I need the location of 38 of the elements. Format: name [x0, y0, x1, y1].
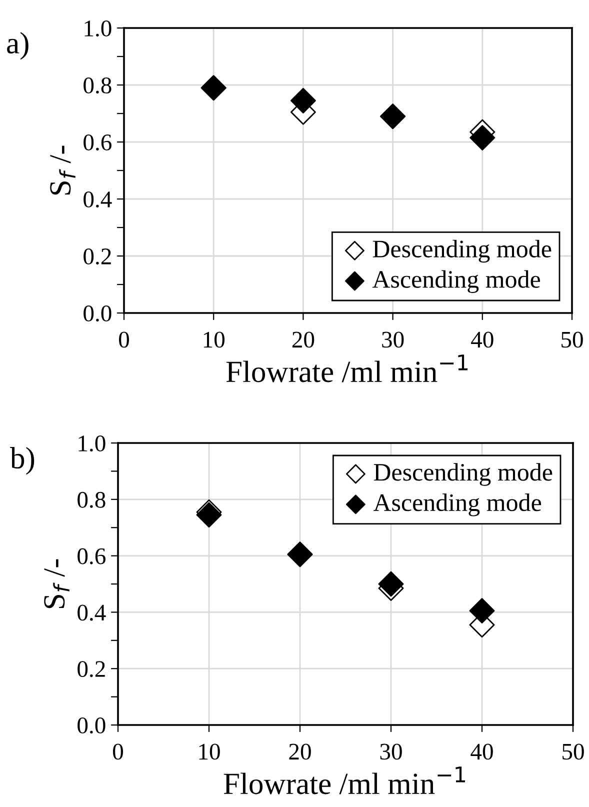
x-tick-label: 40 — [471, 332, 494, 348]
y-tick-label: 0.6 — [84, 134, 112, 151]
y-tick-label: 0.4 — [78, 604, 106, 621]
chart-title: b) — [10, 447, 34, 475]
y-axis-title: S$_{f}$ /- — [50, 146, 76, 195]
y-tick-label: 1.0 — [84, 20, 112, 37]
x-tick-label: 30 — [382, 332, 404, 348]
y-tick-label: 0.0 — [78, 717, 106, 734]
x-tick-label: 10 — [199, 744, 220, 760]
legend-label: Ascending mode — [372, 270, 540, 293]
x-tick-label: 40 — [470, 744, 493, 760]
y-tick-label: 0.0 — [84, 305, 112, 322]
y-tick-label: 0.6 — [78, 548, 106, 564]
x-tick-label: 0 — [112, 744, 124, 760]
y-tick-label: 0.2 — [84, 248, 111, 265]
point — [378, 571, 404, 597]
text: Ascending mode — [373, 494, 542, 516]
y-tick-label: 1.0 — [78, 435, 106, 452]
x-tick-label: 20 — [289, 744, 311, 760]
point — [470, 125, 496, 150]
x-tick-label: 0 — [118, 332, 130, 348]
y-tick-label: 0.8 — [78, 492, 106, 508]
x-axis-title: Flowrate /ml min$^{−1}$ — [226, 354, 468, 382]
legend-label: Descending mode — [372, 240, 552, 263]
x-tick-label: 50 — [562, 332, 583, 348]
x-tick-label: 20 — [292, 332, 314, 348]
y-tick-label: 0.2 — [78, 661, 105, 678]
y-tick-label: 0.8 — [84, 77, 112, 94]
chart-title: a) — [7, 32, 28, 60]
y-axis-title: S$_{f}$ /- — [44, 559, 70, 608]
x-tick-label: 50 — [562, 744, 584, 760]
y-tick-label: 0.4 — [84, 191, 112, 208]
x-tick-label: 30 — [380, 744, 402, 760]
point — [290, 88, 316, 114]
x-tick-label: 10 — [204, 332, 225, 348]
text: Descending mode — [374, 463, 552, 486]
point — [469, 598, 495, 624]
x-axis-title: Flowrate /ml min$^{−1}$ — [224, 766, 465, 794]
